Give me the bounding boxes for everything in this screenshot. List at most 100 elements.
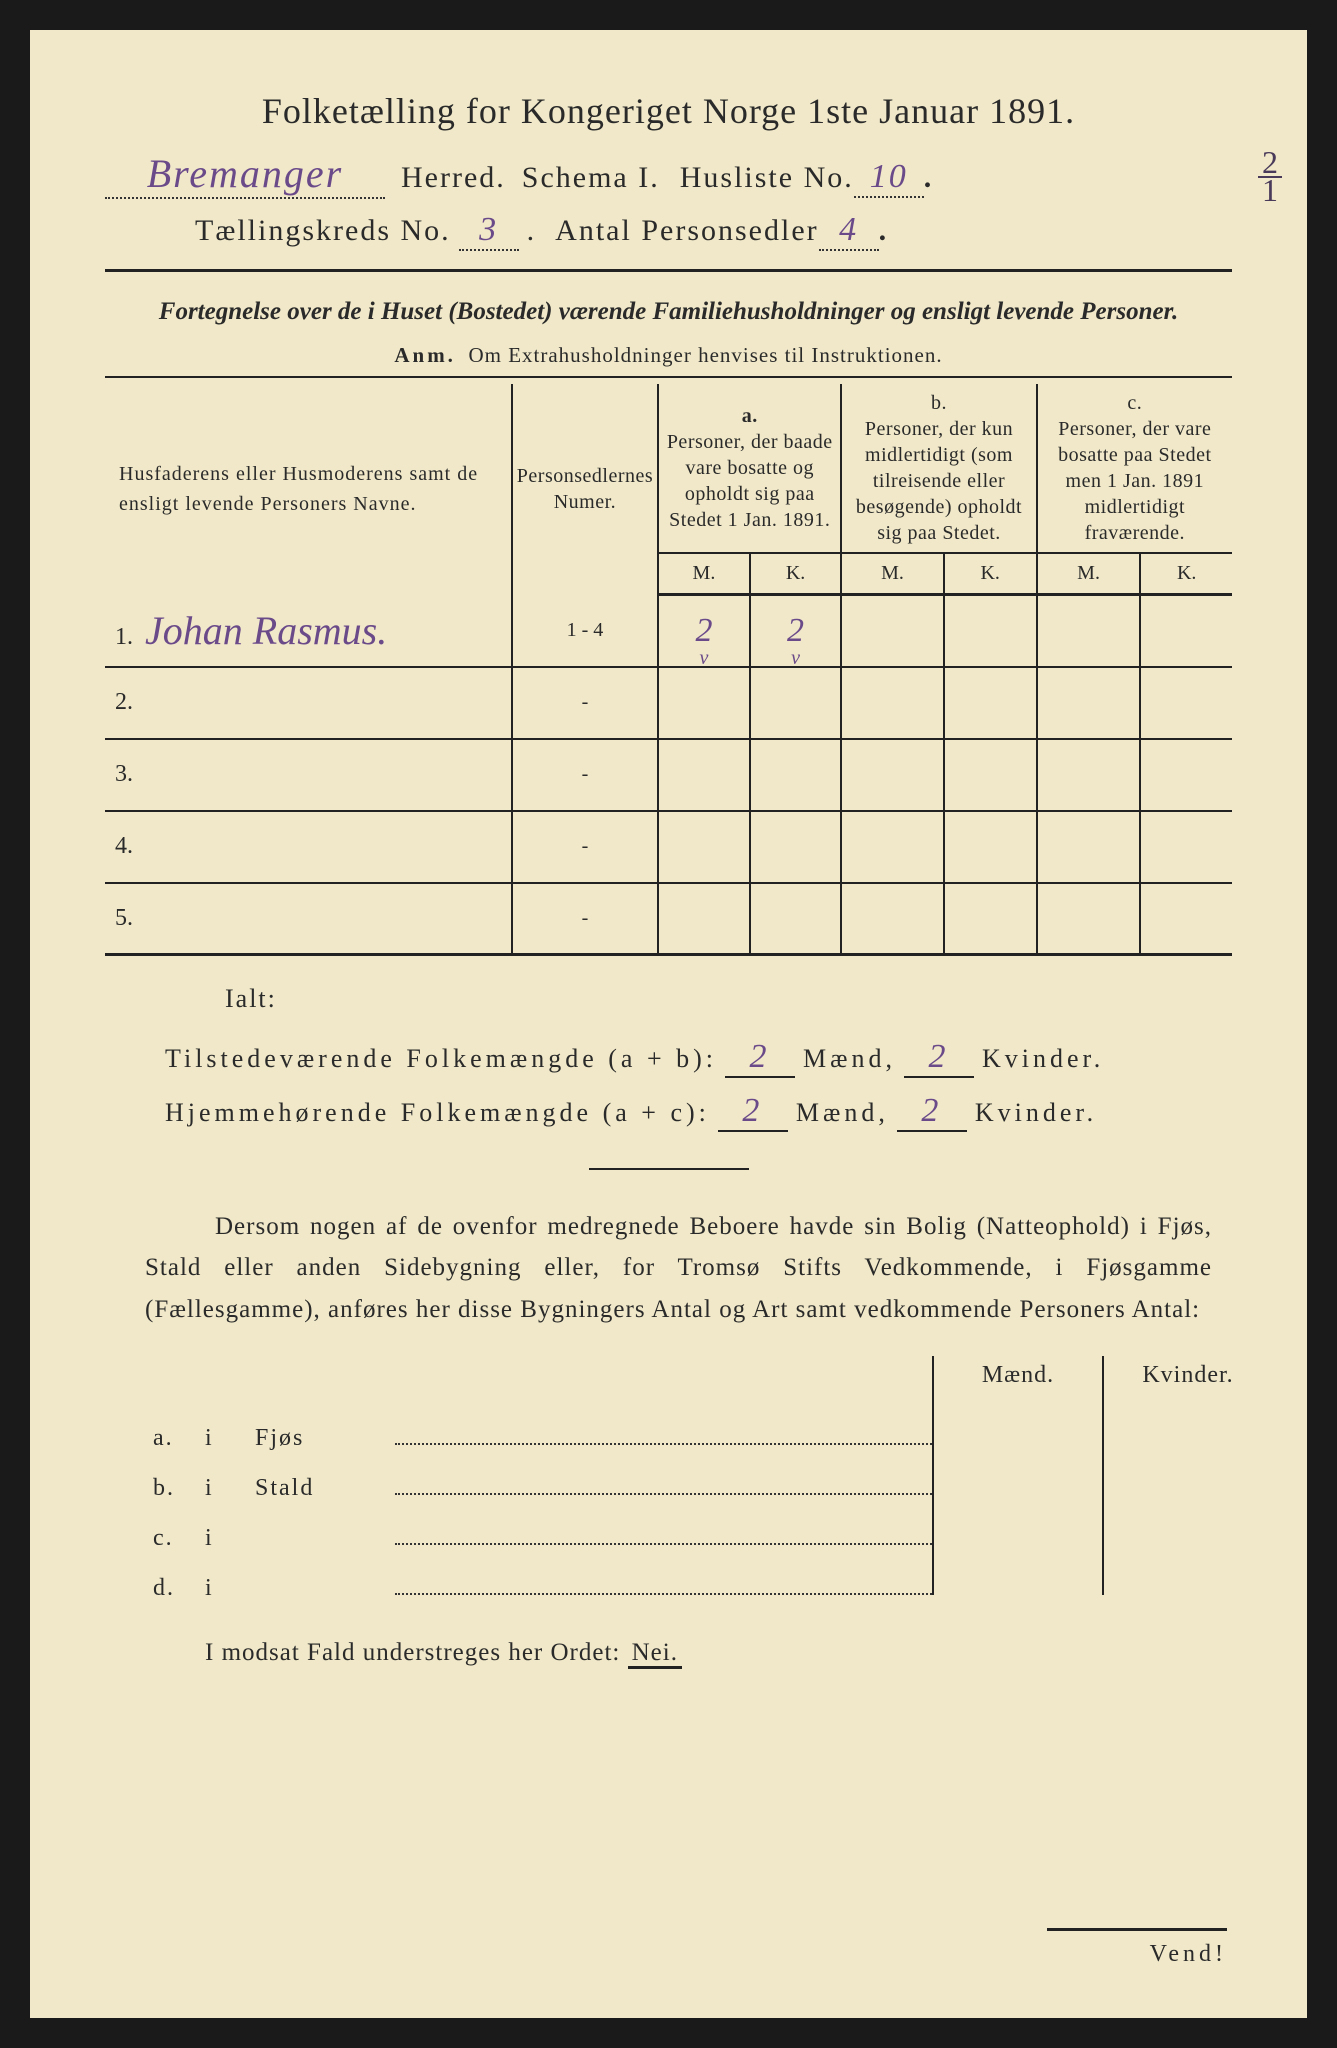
row-number: 2. xyxy=(105,667,512,739)
census-form-page: 2 1 Folketælling for Kongeriget Norge 1s… xyxy=(30,30,1307,2018)
cell xyxy=(1037,739,1141,811)
row-letter: d. xyxy=(145,1575,205,1602)
row-i: i xyxy=(205,1575,255,1602)
cell-c-k xyxy=(1140,595,1232,667)
anm-line: Anm. Om Extrahusholdninger henvises til … xyxy=(105,343,1232,368)
building-row: c. i xyxy=(145,1495,1272,1545)
totals-label: Tilstedeværende Folkemængde (a + b): xyxy=(165,1044,717,1074)
a-k: K. xyxy=(750,553,842,595)
divider xyxy=(105,269,1232,272)
row-numer: - xyxy=(512,667,658,739)
cell xyxy=(750,883,842,955)
cell xyxy=(932,1445,1102,1495)
margin-fraction: 2 1 xyxy=(1258,150,1282,203)
row-name: 1. Johan Rasmus. xyxy=(105,595,512,667)
footer-text: I modsat Fald understreges her Ordet: xyxy=(205,1639,620,1666)
cell xyxy=(658,811,750,883)
cell-b-k xyxy=(944,595,1037,667)
cell-a-k: 2 xyxy=(750,595,842,667)
cell xyxy=(944,811,1037,883)
dots xyxy=(395,1443,932,1445)
col-c-label: c. xyxy=(1127,392,1142,414)
cell xyxy=(1037,883,1141,955)
dots xyxy=(395,1543,932,1545)
cell xyxy=(932,1495,1102,1545)
table-row: 2. - xyxy=(105,667,1232,739)
cell xyxy=(658,883,750,955)
cell xyxy=(1102,1395,1272,1445)
col-names: Husfaderens eller Husmoderens samt de en… xyxy=(105,384,512,595)
val: 2 xyxy=(689,612,718,650)
cell xyxy=(841,739,943,811)
header-line-1: Bremanger Herred. Schema I. Husliste No.… xyxy=(105,150,1232,199)
vend-label: Vend! xyxy=(1047,1928,1227,1968)
maend-label: Mænd, xyxy=(803,1044,896,1074)
val-k: 2 xyxy=(922,1038,955,1076)
form-title: Folketælling for Kongeriget Norge 1ste J… xyxy=(105,90,1232,132)
kvinder-label: Kvinder. xyxy=(982,1044,1104,1074)
col-b: b. Personer, der kun midlertidigt (som t… xyxy=(841,384,1036,553)
dots xyxy=(395,1493,932,1495)
row-i: i xyxy=(205,1525,255,1552)
cell xyxy=(1140,811,1232,883)
para-text: Dersom nogen af de ovenfor medregnede Be… xyxy=(145,1213,1212,1323)
cell xyxy=(944,883,1037,955)
husliste-label: Husliste No. xyxy=(680,161,854,195)
building-row: b. i Stald xyxy=(145,1445,1272,1495)
cell xyxy=(1102,1545,1272,1595)
anm-text: Om Extrahusholdninger henvises til Instr… xyxy=(468,343,942,367)
cell xyxy=(750,667,842,739)
cell xyxy=(1102,1495,1272,1545)
cell xyxy=(944,667,1037,739)
row-letter: a. xyxy=(145,1425,205,1452)
val-m: 2 xyxy=(744,1038,777,1076)
cell xyxy=(932,1545,1102,1595)
maend-col: Mænd. xyxy=(932,1356,1102,1395)
table-row: 1. Johan Rasmus. 1 - 4 2 2 xyxy=(105,595,1232,667)
table-row: 4. - xyxy=(105,811,1232,883)
husliste-handwritten: 10 xyxy=(854,158,924,198)
buildings-header: Mænd. Kvinder. xyxy=(145,1356,1272,1395)
row-numer: - xyxy=(512,739,658,811)
cell xyxy=(750,739,842,811)
footer-line: I modsat Fald understreges her Ordet: Ne… xyxy=(205,1639,1232,1667)
cell xyxy=(841,883,943,955)
b-k: K. xyxy=(944,553,1037,595)
cell xyxy=(1102,1445,1272,1495)
nei-word: Nei. xyxy=(628,1639,682,1669)
cell xyxy=(658,739,750,811)
row-number: 5. xyxy=(105,883,512,955)
building-row: d. i xyxy=(145,1545,1272,1595)
row-i: i xyxy=(205,1425,255,1452)
col-b-label: b. xyxy=(931,392,947,414)
table-row: 5. - xyxy=(105,883,1232,955)
col-c-text: Personer, der vare bosatte paa Stedet me… xyxy=(1058,418,1211,544)
col-b-text: Personer, der kun midlertidigt (som tilr… xyxy=(856,418,1022,544)
col-numer: Personsedlernes Numer. xyxy=(512,384,658,595)
row-letter: c. xyxy=(145,1525,205,1552)
val: 2 xyxy=(781,612,810,650)
cell-c-m xyxy=(1037,595,1141,667)
name-handwritten: Johan Rasmus. xyxy=(139,607,393,654)
val-m: 2 xyxy=(736,1092,769,1130)
antal-label: Antal Personsedler xyxy=(555,214,818,248)
row-number: 1. xyxy=(115,624,133,650)
cell xyxy=(932,1395,1102,1445)
numer-text: 1 - 4 xyxy=(567,619,604,641)
cell xyxy=(944,739,1037,811)
header-line-2: Tællingskreds No. 3 . Antal Personsedler… xyxy=(105,211,1232,251)
totals-line-2: Hjemmehørende Folkemængde (a + c): 2 Mæn… xyxy=(165,1092,1202,1132)
instructions-paragraph: Dersom nogen af de ovenfor medregnede Be… xyxy=(145,1206,1212,1330)
cell-a-m: 2 xyxy=(658,595,750,667)
antal-handwritten: 4 xyxy=(819,211,879,251)
divider xyxy=(105,376,1232,378)
row-number: 4. xyxy=(105,811,512,883)
buildings-table: Mænd. Kvinder. a. i Fjøs b. i Stald c. i xyxy=(145,1356,1272,1595)
herred-label: Herred. xyxy=(401,161,506,195)
cell xyxy=(1037,667,1141,739)
b-m: M. xyxy=(841,553,943,595)
row-letter: b. xyxy=(145,1475,205,1502)
anm-label: Anm. xyxy=(394,343,456,367)
cell xyxy=(1140,739,1232,811)
cell xyxy=(750,811,842,883)
